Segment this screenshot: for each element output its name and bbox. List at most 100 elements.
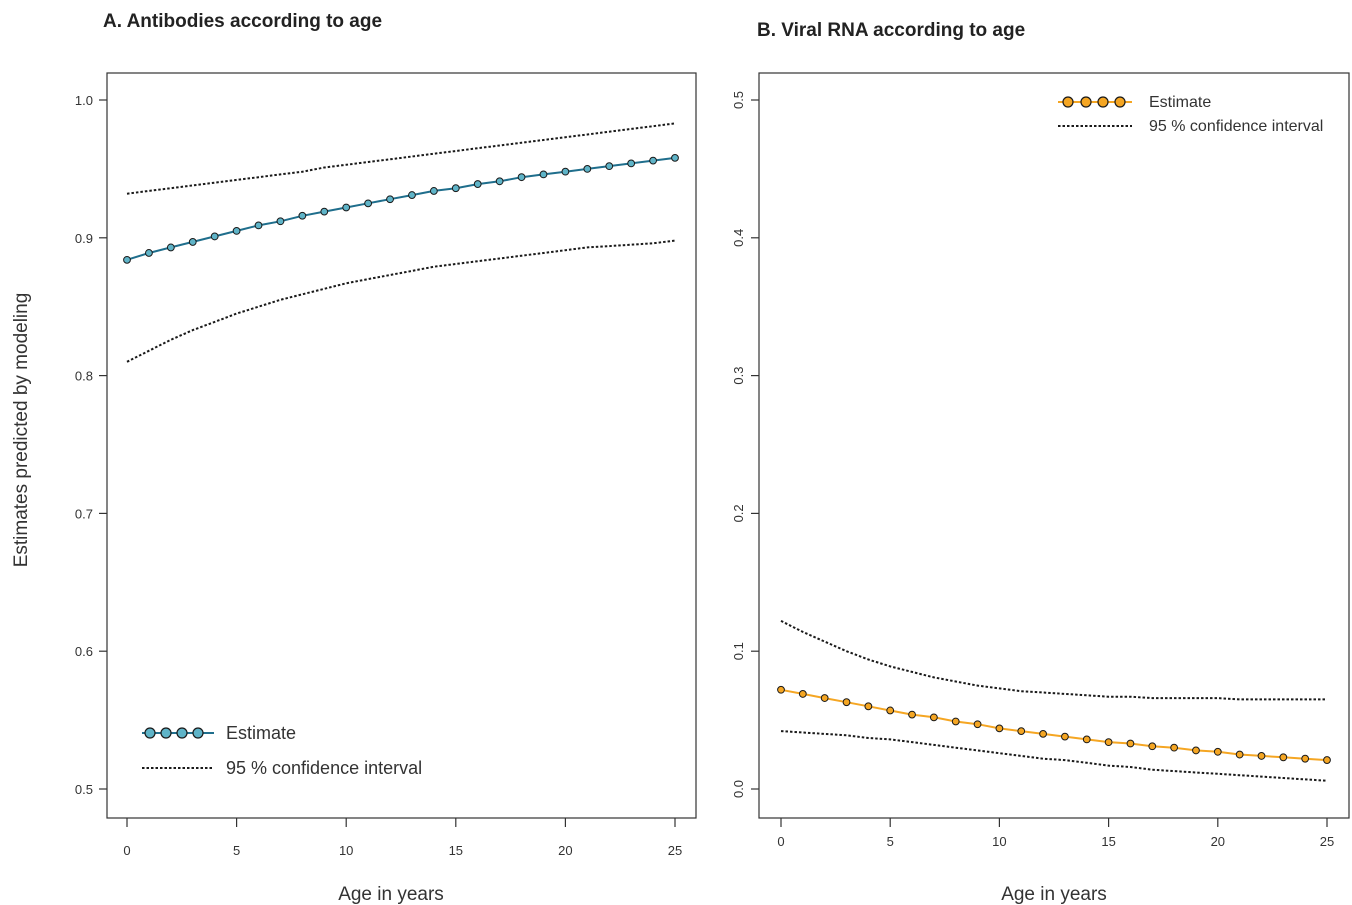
estimate-point [777,685,785,694]
estimate-point [583,165,592,173]
panel-b-plot-area [777,620,1331,782]
estimate-point [1213,747,1222,756]
panel-a-plot-area [123,122,679,363]
ci-upper-line [780,620,1327,701]
estimate-point [649,156,657,165]
panel-b-x-axis-label: Age in years [1001,884,1107,905]
x-tick-label: 15 [1101,834,1115,849]
panel-a-legend-estimate-label: Estimate [226,723,296,743]
estimate-point [886,706,895,715]
x-tick-label: 20 [558,843,572,858]
estimate-point [1082,735,1091,744]
estimate-point [908,710,916,719]
panel-b-legend-estimate-label: Estimate [1149,94,1211,111]
x-tick-label: 25 [1320,834,1334,849]
panel-b-title: B. Viral RNA according to age [757,20,1025,41]
estimate-point [820,694,829,702]
x-tick-label: 5 [233,843,240,858]
y-tick-label: 0.4 [731,229,746,247]
panel-b-legend: Estimate 95 % confidence interval [1058,94,1323,135]
panel-b-legend-marker [1062,96,1074,108]
estimate-point [951,717,960,726]
panel-a-legend-marker [160,727,172,739]
estimate-point [188,238,197,246]
estimate-line [126,156,676,261]
estimate-point [232,227,241,235]
estimate-point [1257,752,1266,760]
panel-b-frame [758,72,1350,819]
y-tick-label: 0.7 [75,506,93,521]
ci-lower-line [780,730,1328,782]
x-tick-label: 0 [123,843,130,858]
estimate-point [1061,732,1069,741]
x-tick-label: 25 [668,843,682,858]
estimate-point [517,173,526,182]
x-tick-label: 15 [449,843,463,858]
estimate-point [276,217,285,226]
estimate-point [995,724,1004,733]
y-tick-label: 1.0 [75,93,93,108]
panel-a-legend-marker [192,727,204,739]
y-tick-label: 0.3 [731,367,746,385]
panel-a-legend-ci-label: 95 % confidence interval [226,758,422,778]
panel-b-legend-marker [1080,96,1092,108]
estimate-point [1323,756,1331,764]
estimate-point [798,690,807,698]
panel-a-legend-marker [144,727,156,739]
y-tick-label: 0.0 [731,780,746,798]
x-tick-label: 20 [1211,834,1225,849]
panel-a-chart: 0.5 0.6 0.7 0.8 0.9 1.0 0 5 10 15 20 25 Age in yea… [75,72,697,905]
panel-a-frame [106,72,697,819]
estimate-point [210,232,219,241]
panel-a-x-axis-label: Age in years [338,884,444,905]
x-tick-label: 10 [339,843,353,858]
estimate-line [780,688,1328,762]
estimate-point [929,713,938,722]
x-tick-label: 10 [992,834,1006,849]
estimate-point [1279,753,1288,762]
estimate-point [561,167,570,176]
panel-a-x-axis: 0 5 10 15 20 25 [123,818,682,858]
estimate-point [1192,746,1200,755]
panel-a-legend-marker [176,727,188,739]
estimate-point [1104,738,1113,747]
y-tick-label: 0.9 [75,231,93,246]
estimate-point [539,170,548,179]
estimate-point [123,255,131,264]
panel-a-title: A. Antibodies according to age [103,11,382,32]
panel-a-y-axis: 0.5 0.6 0.7 0.8 0.9 1.0 [75,93,107,797]
panel-b-legend-marker [1114,96,1126,108]
panel-b-chart: 0.0 0.1 0.2 0.3 0.4 0.5 0 5 10 15 20 25 Age in yea… [731,72,1350,905]
estimate-point [605,162,614,171]
estimate-point [1301,754,1310,763]
panel-b-y-axis: 0.0 0.1 0.2 0.3 0.4 0.5 [731,91,759,798]
estimate-point [973,720,982,729]
estimate-point [473,180,482,188]
estimate-point [1170,743,1179,752]
y-tick-label: 0.5 [75,782,93,797]
x-tick-label: 5 [887,834,894,849]
y-tick-label: 0.8 [75,369,93,384]
estimate-point [166,243,175,252]
ci-upper-line [126,122,676,195]
estimate-point [1126,739,1135,748]
estimate-point [1039,729,1047,738]
estimate-point [145,249,153,257]
estimate-point [298,211,307,220]
estimate-point [408,191,416,199]
y-tick-label: 0.5 [731,91,746,109]
y-tick-label: 0.1 [731,642,746,660]
estimate-point [429,187,438,195]
ci-lower-line [126,239,676,363]
estimate-point [386,195,394,204]
estimate-point [1148,742,1157,751]
estimate-point [254,221,263,230]
y-tick-label: 0.6 [75,644,93,659]
estimate-point [842,698,851,707]
estimate-point [864,702,873,711]
estimate-point [364,199,373,208]
estimate-point [320,207,329,216]
panel-a-legend: Estimate 95 % confidence interval [142,723,422,778]
panel-b-legend-marker [1097,96,1109,108]
